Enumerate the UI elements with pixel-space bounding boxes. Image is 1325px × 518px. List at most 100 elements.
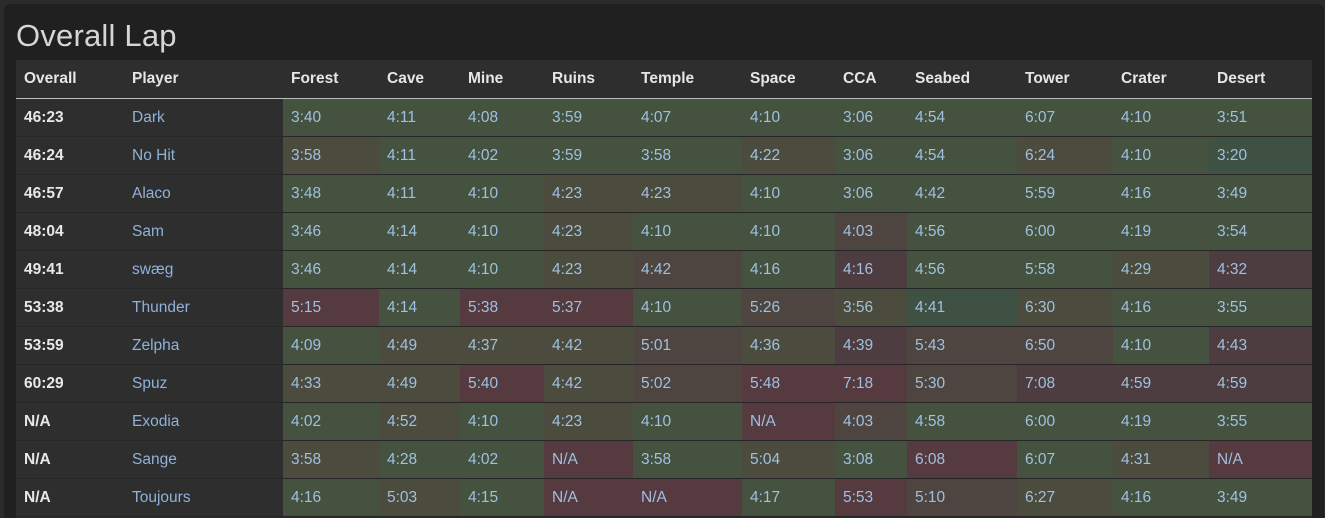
crater-time-cell: 4:59 (1113, 364, 1209, 403)
forest-time-cell: 5:15 (283, 288, 379, 327)
overall-time-cell: 49:41 (16, 250, 124, 289)
cca-time-cell: 5:53 (835, 478, 907, 517)
header-cca[interactable]: CCA (835, 60, 907, 99)
crater-time-cell: 4:19 (1113, 402, 1209, 441)
overall-time-cell: N/A (16, 440, 124, 479)
player-link[interactable]: Alaco (124, 174, 283, 213)
player-link[interactable]: Exodia (124, 402, 283, 441)
desert-time-cell: 3:55 (1209, 288, 1312, 327)
crater-time-cell: 4:16 (1113, 174, 1209, 213)
ruins-time-cell: 4:42 (544, 326, 633, 365)
ruins-time-cell: 4:23 (544, 212, 633, 251)
header-mine[interactable]: Mine (460, 60, 544, 99)
mine-time-cell: 5:38 (460, 288, 544, 327)
overall-time-cell: 53:38 (16, 288, 124, 327)
seabed-time-cell: 5:43 (907, 326, 1017, 365)
header-cave[interactable]: Cave (379, 60, 460, 99)
tower-time-cell: 6:24 (1017, 136, 1113, 175)
table-row: N/A Sange 3:58 4:28 4:02 N/A 3:58 5:04 3:08 6:08 6… (16, 440, 1312, 479)
ruins-time-cell: 3:59 (544, 98, 633, 137)
crater-time-cell: 4:10 (1113, 98, 1209, 137)
cca-time-cell: 3:56 (835, 288, 907, 327)
tower-time-cell: 5:59 (1017, 174, 1113, 213)
cave-time-cell: 4:11 (379, 136, 460, 175)
tower-time-cell: 6:30 (1017, 288, 1113, 327)
temple-time-cell: 5:02 (633, 364, 742, 403)
overall-time-cell: N/A (16, 402, 124, 441)
ruins-time-cell: 4:23 (544, 402, 633, 441)
header-temple[interactable]: Temple (633, 60, 742, 99)
table-row: 46:57 Alaco 3:48 4:11 4:10 4:23 4:23 4:10 3:06 4:… (16, 174, 1312, 213)
header-space[interactable]: Space (742, 60, 835, 99)
player-link[interactable]: swæg (124, 250, 283, 289)
player-link[interactable]: Sange (124, 440, 283, 479)
header-player[interactable]: Player (124, 60, 283, 99)
overall-time-cell: 60:29 (16, 364, 124, 403)
ruins-time-cell: 5:37 (544, 288, 633, 327)
ruins-time-cell: 4:23 (544, 174, 633, 213)
table-row: N/A Toujours 4:16 5:03 4:15 N/A N/A 4:17 5:53 5:1… (16, 478, 1312, 517)
header-seabed[interactable]: Seabed (907, 60, 1017, 99)
tower-time-cell: 6:07 (1017, 98, 1113, 137)
cca-time-cell: 4:39 (835, 326, 907, 365)
seabed-time-cell: 4:54 (907, 136, 1017, 175)
space-time-cell: 4:10 (742, 212, 835, 251)
mine-time-cell: 5:40 (460, 364, 544, 403)
player-link[interactable]: Toujours (124, 478, 283, 517)
space-time-cell: 4:10 (742, 98, 835, 137)
header-overall[interactable]: Overall (16, 60, 124, 99)
seabed-time-cell: 4:54 (907, 98, 1017, 137)
overall-time-cell: 46:57 (16, 174, 124, 213)
tower-time-cell: 5:58 (1017, 250, 1113, 289)
crater-time-cell: 4:29 (1113, 250, 1209, 289)
player-link[interactable]: Thunder (124, 288, 283, 327)
ruins-time-cell: 3:59 (544, 136, 633, 175)
player-link[interactable]: Zelpha (124, 326, 283, 365)
overall-lap-panel: Overall Lap Overall Player Forest Cave M… (4, 4, 1324, 518)
player-link[interactable]: Dark (124, 98, 283, 137)
seabed-time-cell: 5:10 (907, 478, 1017, 517)
ruins-time-cell: 4:23 (544, 250, 633, 289)
tower-time-cell: 6:50 (1017, 326, 1113, 365)
temple-time-cell: 4:23 (633, 174, 742, 213)
header-crater[interactable]: Crater (1113, 60, 1209, 99)
seabed-time-cell: 4:58 (907, 402, 1017, 441)
cca-time-cell: 3:06 (835, 136, 907, 175)
temple-time-cell: 4:07 (633, 98, 742, 137)
player-link[interactable]: No Hit (124, 136, 283, 175)
player-link[interactable]: Spuz (124, 364, 283, 403)
overall-time-cell: 53:59 (16, 326, 124, 365)
desert-time-cell: 3:54 (1209, 212, 1312, 251)
cca-time-cell: 3:06 (835, 98, 907, 137)
header-forest[interactable]: Forest (283, 60, 379, 99)
seabed-time-cell: 4:56 (907, 250, 1017, 289)
player-link[interactable]: Sam (124, 212, 283, 251)
crater-time-cell: 4:19 (1113, 212, 1209, 251)
mine-time-cell: 4:37 (460, 326, 544, 365)
mine-time-cell: 4:10 (460, 174, 544, 213)
temple-time-cell: 4:10 (633, 288, 742, 327)
overall-time-cell: N/A (16, 478, 124, 517)
desert-time-cell: 3:49 (1209, 174, 1312, 213)
cave-time-cell: 4:52 (379, 402, 460, 441)
cave-time-cell: 4:11 (379, 98, 460, 137)
leaderboard-table-wrapper[interactable]: Overall Player Forest Cave Mine Ruins Te… (16, 60, 1312, 518)
cca-time-cell: 4:03 (835, 402, 907, 441)
forest-time-cell: 4:02 (283, 402, 379, 441)
crater-time-cell: 4:10 (1113, 326, 1209, 365)
tower-time-cell: 6:07 (1017, 440, 1113, 479)
tower-time-cell: 6:27 (1017, 478, 1113, 517)
seabed-time-cell: 4:56 (907, 212, 1017, 251)
desert-time-cell: 4:32 (1209, 250, 1312, 289)
forest-time-cell: 3:40 (283, 98, 379, 137)
header-tower[interactable]: Tower (1017, 60, 1113, 99)
desert-time-cell: N/A (1209, 440, 1312, 479)
desert-time-cell: 4:59 (1209, 364, 1312, 403)
seabed-time-cell: 6:08 (907, 440, 1017, 479)
cave-time-cell: 5:03 (379, 478, 460, 517)
ruins-time-cell: 4:42 (544, 364, 633, 403)
header-desert[interactable]: Desert (1209, 60, 1312, 99)
cave-time-cell: 4:11 (379, 174, 460, 213)
header-ruins[interactable]: Ruins (544, 60, 633, 99)
table-row: 53:38 Thunder 5:15 4:14 5:38 5:37 4:10 5:26 3:56… (16, 288, 1312, 327)
